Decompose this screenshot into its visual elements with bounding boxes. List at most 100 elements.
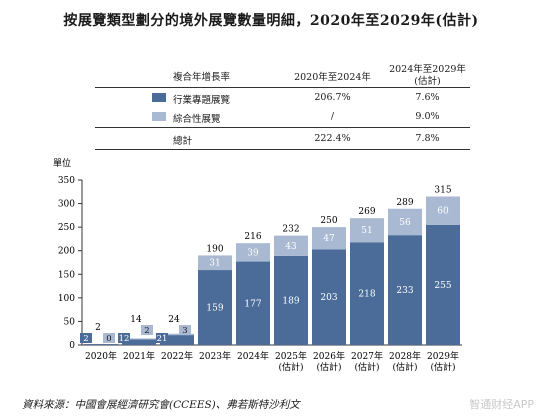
chart-title: 按展覽類型劃分的境外展覽數量明細，2020年至2029年(估計) — [63, 13, 479, 29]
cagr-header-col2-line2: (估計) — [414, 76, 441, 87]
trade-value-label: 177 — [244, 299, 261, 309]
cagr-row-comprehensive-col1: / — [330, 111, 335, 122]
watermark: 智通财经APP — [469, 398, 534, 411]
y-tick-label: 200 — [58, 247, 75, 257]
comprehensive-value-label: 2 — [144, 326, 149, 336]
cagr-row-comprehensive-label: 綜合性展覽 — [173, 114, 221, 125]
comprehensive-value-box — [103, 333, 115, 343]
total-value-label: 24 — [168, 315, 180, 325]
bar-trade-segment — [236, 261, 270, 345]
legend-swatch-trade — [152, 93, 166, 102]
total-value-label: 2 — [95, 323, 101, 333]
cagr-row-total-col2: 7.8% — [415, 133, 440, 144]
x-tick-label: (估計) — [316, 361, 341, 373]
cagr-row-comprehensive-col2: 9.0% — [415, 111, 440, 122]
comprehensive-value-label: 56 — [399, 218, 411, 228]
source-note: 資料來源：中國會展經濟研究會(CCEES)、弗若斯特沙利文 — [22, 399, 300, 411]
bar-comprehensive-segment — [350, 218, 384, 243]
comprehensive-value-label: 3 — [182, 326, 187, 336]
bar-trade-segment — [388, 235, 422, 345]
x-tick-label: (估計) — [392, 361, 417, 373]
x-tick-label: 2029年 — [427, 350, 459, 362]
y-tick-label: 250 — [58, 223, 75, 233]
x-tick-label: 2023年 — [199, 350, 231, 362]
bar-trade-segment — [426, 224, 460, 345]
x-tick-label: 2024年 — [237, 350, 269, 362]
trade-value-box — [118, 333, 130, 343]
total-value-label: 289 — [396, 198, 413, 208]
cagr-header-col2-line1: 2024年至2029年 — [389, 64, 466, 75]
comprehensive-value-label: 31 — [209, 259, 220, 269]
comprehensive-value-label: 51 — [361, 226, 372, 236]
y-tick-label: 0 — [69, 341, 75, 351]
bar-trade-segment — [350, 242, 384, 345]
x-tick-label: (估計) — [430, 361, 455, 373]
cagr-table: 複合年增長率 2020年至2024年 2024年至2029年 (估計) 行業專題… — [95, 60, 470, 150]
x-tick-label: 2025年 — [275, 350, 307, 362]
cagr-header-label: 複合年增長率 — [173, 72, 231, 83]
y-tick-label: 50 — [64, 317, 76, 327]
y-axis-unit-label: 單位 — [53, 157, 71, 169]
cagr-row-trade-col2: 7.6% — [415, 92, 440, 103]
cagr-body-rule — [95, 127, 470, 128]
trade-value-box — [80, 333, 92, 343]
comprehensive-value-label: 43 — [285, 242, 297, 252]
x-tick-label: (估計) — [278, 361, 303, 373]
y-tick-label: 300 — [58, 200, 75, 210]
total-value-label: 14 — [130, 315, 142, 325]
x-tick-label: 2026年 — [313, 350, 345, 362]
trade-value-label: 2 — [83, 334, 88, 344]
total-value-label: 190 — [206, 244, 223, 254]
bar-comprehensive-segment — [312, 227, 346, 250]
total-value-label: 216 — [244, 232, 261, 242]
cagr-row-total-label: 總計 — [173, 136, 193, 147]
y-tick-label: 350 — [58, 176, 75, 186]
cagr-bottom-rule — [95, 149, 470, 150]
cagr-header-col1: 2020年至2024年 — [294, 72, 371, 83]
trade-value-label: 189 — [282, 296, 299, 306]
comprehensive-value-box — [141, 325, 153, 335]
bar-comprehensive-segment — [236, 243, 270, 262]
trade-value-label: 12 — [119, 334, 130, 344]
x-tick-label: (估計) — [354, 361, 379, 373]
bar-comprehensive-segment — [274, 235, 308, 256]
y-tick-label: 150 — [58, 270, 75, 280]
bar-comprehensive-segment — [426, 196, 460, 225]
total-value-label: 315 — [434, 186, 451, 196]
total-value-label: 269 — [358, 207, 375, 217]
comprehensive-value-label: 60 — [437, 207, 449, 217]
x-tick-label: 2020年 — [85, 350, 117, 362]
bar-trade-segment — [122, 339, 156, 345]
trade-value-label: 233 — [396, 286, 413, 296]
comprehensive-value-label: 39 — [247, 248, 259, 258]
comprehensive-value-label: 47 — [323, 234, 335, 244]
total-value-label: 250 — [320, 216, 337, 226]
bar-comprehensive-segment — [198, 255, 232, 271]
bar-comprehensive-segment — [122, 338, 156, 340]
trade-value-label: 159 — [206, 304, 223, 314]
trade-value-label: 255 — [434, 281, 451, 291]
total-value-label: 232 — [282, 225, 299, 235]
bar-comprehensive-segment — [388, 208, 422, 236]
comprehensive-value-label: 0 — [106, 334, 111, 344]
x-tick-label: 2022年 — [161, 350, 193, 362]
cagr-row-total-col1: 222.4% — [314, 133, 351, 144]
trade-value-label: 218 — [358, 290, 375, 300]
trade-value-box — [156, 333, 168, 343]
bar-comprehensive-segment — [160, 333, 194, 336]
x-tick-label: 2028年 — [389, 350, 421, 362]
bar-trade-segment — [312, 249, 346, 345]
x-tick-label: 2021年 — [123, 350, 155, 362]
cagr-row-trade-label: 行業專題展覽 — [173, 95, 231, 106]
cagr-row-trade-col1: 206.7% — [314, 92, 351, 103]
trade-value-label: 21 — [157, 334, 168, 344]
x-tick-label: 2027年 — [351, 350, 383, 362]
comprehensive-value-box — [179, 325, 191, 335]
bar-trade-segment — [198, 270, 232, 345]
bar-trade-segment — [160, 335, 194, 345]
bar-trade-segment — [274, 255, 308, 345]
trade-value-label: 203 — [320, 293, 337, 303]
bar-trade-segment — [84, 344, 118, 345]
y-tick-label: 100 — [58, 294, 75, 304]
